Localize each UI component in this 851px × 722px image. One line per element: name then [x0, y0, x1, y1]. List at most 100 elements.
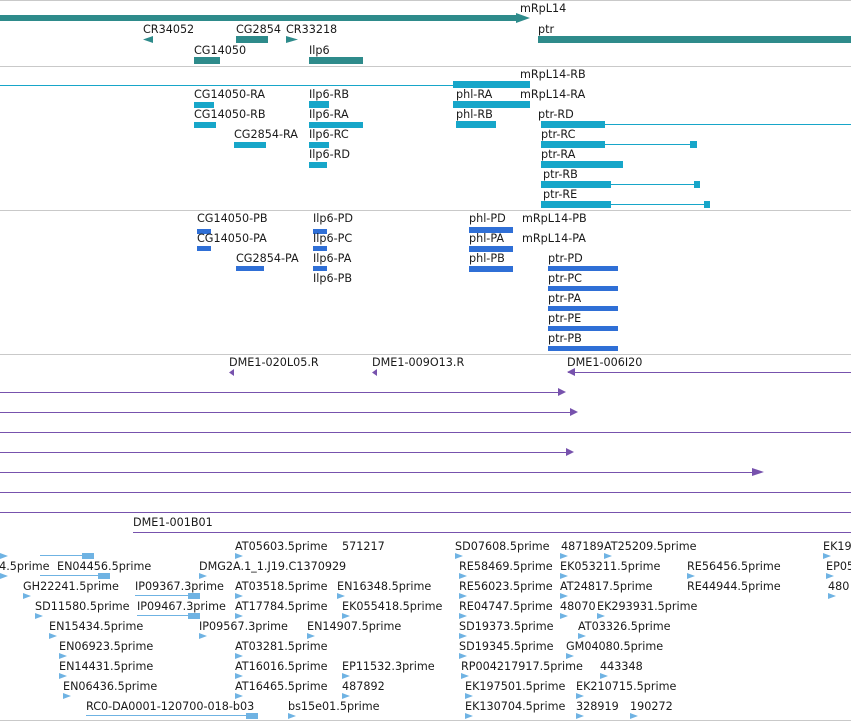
clone-line[interactable] [0, 412, 572, 413]
est-feature[interactable] [199, 573, 207, 579]
est-label[interactable]: AT03281.5prime [235, 640, 328, 653]
est-label[interactable]: IP09567.3prime [199, 620, 288, 633]
est-label[interactable]: RE56023.5prime [459, 580, 553, 593]
est-label[interactable]: 571217 [342, 540, 385, 553]
clone-feature[interactable] [752, 468, 764, 476]
protein-label[interactable]: ptr-PC [548, 272, 582, 285]
est-label[interactable]: AT05603.5prime [235, 540, 328, 553]
protein-label[interactable]: mRpL14-PA [522, 232, 586, 245]
est-label[interactable]: 480 [828, 580, 850, 593]
protein-label[interactable]: phl-PB [469, 252, 505, 265]
est-label[interactable]: AT03518.5prime [235, 580, 328, 593]
clone-line[interactable] [0, 432, 851, 433]
est-label[interactable]: GH22241.5prime [23, 580, 119, 593]
transcript-feature[interactable] [694, 181, 700, 188]
est-label[interactable]: AT16465.5prime [235, 680, 328, 693]
transcript-label[interactable]: ptr-RA [541, 148, 576, 161]
est-label[interactable]: EK055418.5prime [342, 600, 443, 613]
est-feature[interactable] [307, 633, 315, 639]
clone-feature[interactable] [229, 369, 234, 376]
protein-label[interactable]: mRpL14-PB [522, 212, 587, 225]
est-feature[interactable] [49, 633, 57, 639]
est-label[interactable]: SD07608.5prime [455, 540, 550, 553]
protein-feature[interactable] [469, 227, 513, 233]
transcript-feature[interactable] [453, 81, 530, 88]
est-label[interactable]: EN16348.5prime [337, 580, 432, 593]
est-label[interactable]: EP11532.3prime [342, 660, 435, 673]
transcript-label[interactable]: ptr-RC [541, 128, 576, 141]
est-feature[interactable] [63, 693, 71, 699]
est-label[interactable]: 190272 [630, 700, 673, 713]
est-label[interactable]: 487892 [342, 680, 385, 693]
est-feature[interactable] [40, 555, 94, 556]
transcript-intron-line[interactable] [611, 184, 697, 185]
est-feature[interactable] [342, 693, 350, 699]
clone-feature[interactable] [567, 368, 575, 376]
gene-label[interactable]: CR34052 [143, 23, 195, 36]
gene-label[interactable]: mRpL14 [520, 2, 567, 15]
gene-label[interactable]: CG2854 [236, 23, 281, 36]
protein-feature[interactable] [313, 229, 327, 234]
est-feature[interactable] [342, 673, 350, 679]
est-label[interactable]: IP09367.3prime [135, 580, 224, 593]
est-feature[interactable] [0, 553, 8, 559]
est-label[interactable]: EN04456.5prime [57, 560, 152, 573]
est-label[interactable]: EN14907.5prime [307, 620, 402, 633]
est-feature[interactable] [199, 633, 207, 639]
transcript-intron-line[interactable] [605, 144, 693, 145]
est-label[interactable]: AT17784.5prime [235, 600, 328, 613]
transcript-feature[interactable] [541, 121, 605, 128]
est-feature[interactable] [597, 613, 605, 619]
protein-label[interactable]: phl-PD [469, 212, 506, 225]
protein-feature[interactable] [548, 346, 618, 351]
gene-feature[interactable] [309, 57, 363, 64]
est-label[interactable]: 48070 [560, 600, 596, 613]
est-feature[interactable] [560, 593, 568, 599]
gene-label[interactable]: Ilp6 [309, 44, 330, 57]
est-label[interactable]: EK210715.5prime [576, 680, 677, 693]
transcript-feature[interactable] [194, 102, 214, 108]
clone-label[interactable]: DME1-009O13.R [372, 356, 465, 369]
est-feature[interactable] [235, 613, 243, 619]
est-label[interactable]: AT25209.5prime [604, 540, 697, 553]
est-feature[interactable] [59, 673, 67, 679]
est-feature[interactable] [823, 553, 831, 559]
protein-feature[interactable] [197, 246, 211, 251]
clone-feature[interactable] [570, 408, 578, 416]
est-feature[interactable] [576, 693, 584, 699]
est-feature[interactable] [82, 553, 94, 559]
est-feature[interactable] [826, 573, 834, 579]
est-label[interactable]: EK053211.5prime [560, 560, 661, 573]
est-feature[interactable] [137, 615, 200, 616]
transcript-label[interactable]: ptr-RB [543, 168, 578, 181]
protein-label[interactable]: Ilp6-PD [313, 212, 354, 225]
transcript-label[interactable]: CG14050-RA [194, 88, 266, 101]
est-label[interactable]: 443348 [600, 660, 643, 673]
est-label[interactable]: AT03326.5prime [578, 620, 671, 633]
est-feature[interactable] [459, 653, 467, 659]
protein-label[interactable]: ptr-PB [548, 332, 582, 345]
est-label[interactable]: RE56456.5prime [687, 560, 781, 573]
transcript-feature[interactable] [309, 122, 363, 128]
clone-line[interactable] [133, 532, 851, 533]
clone-line[interactable] [0, 392, 560, 393]
clone-line[interactable] [0, 512, 851, 513]
protein-label[interactable]: ptr-PE [548, 312, 582, 325]
gene-feature[interactable] [143, 36, 153, 43]
clone-line[interactable] [0, 492, 851, 493]
transcript-feature[interactable] [541, 181, 611, 188]
gene-label[interactable]: ptr [538, 23, 555, 36]
transcript-feature[interactable] [541, 201, 611, 208]
est-feature[interactable] [98, 573, 110, 579]
est-label[interactable]: EK130704.5prime [465, 700, 566, 713]
est-feature[interactable] [86, 715, 258, 716]
protein-label[interactable]: CG14050-PA [197, 232, 267, 245]
gene-feature[interactable] [236, 36, 268, 43]
est-label[interactable]: bs15e01.5prime [288, 700, 380, 713]
protein-feature[interactable] [313, 246, 327, 251]
protein-feature[interactable] [548, 266, 618, 271]
est-feature[interactable] [560, 613, 568, 619]
protein-label[interactable]: ptr-PD [548, 252, 583, 265]
est-feature[interactable] [235, 673, 243, 679]
transcript-label[interactable]: ptr-RE [543, 188, 578, 201]
